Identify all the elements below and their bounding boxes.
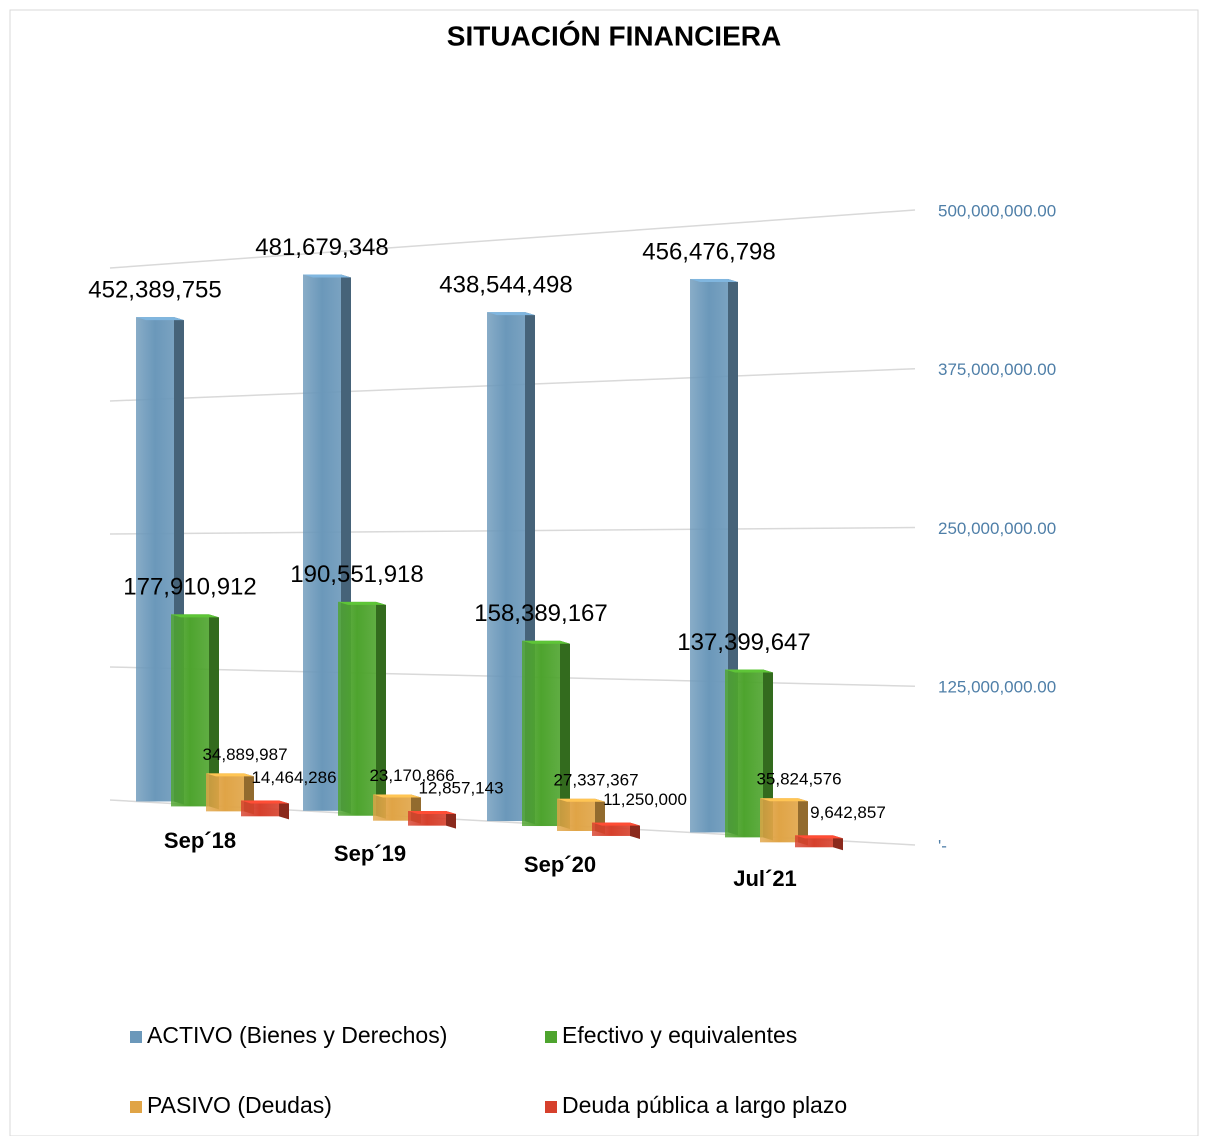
data-label: 11,250,000 <box>603 790 687 809</box>
data-label: 35,824,576 <box>756 770 841 789</box>
data-label: 27,337,367 <box>553 770 638 789</box>
data-label: 12,857,143 <box>418 778 503 797</box>
data-label: 452,389,755 <box>88 276 221 303</box>
bar-side <box>209 614 219 810</box>
bar-top <box>373 794 421 798</box>
x-tick-label: Sep´20 <box>524 852 596 877</box>
legend-swatch <box>130 1031 142 1043</box>
bar-front <box>690 278 728 833</box>
bar <box>725 669 773 841</box>
bar-top <box>338 601 386 605</box>
x-tick-label: Sep´19 <box>334 841 406 866</box>
bar-front <box>338 601 376 816</box>
bar-top <box>592 822 640 826</box>
data-label: 190,551,918 <box>290 561 423 588</box>
bar <box>206 773 254 815</box>
bar <box>760 798 808 846</box>
grid-line <box>109 209 916 269</box>
x-tick-label: Jul´21 <box>733 866 797 891</box>
legend-label: PASIVO (Deudas) <box>147 1092 332 1118</box>
bar-top <box>487 312 535 316</box>
bar-front <box>136 317 174 802</box>
bar-side <box>763 669 773 841</box>
bar-front <box>487 312 525 822</box>
bar-top <box>136 317 184 321</box>
y-tick-label: 375,000,000.00 <box>938 360 1056 379</box>
data-label: 137,399,647 <box>677 629 810 656</box>
chart-border <box>9 9 1199 1136</box>
bar-top <box>725 669 773 673</box>
legend-swatch <box>130 1101 142 1113</box>
bar-front <box>171 614 209 807</box>
bar-top <box>795 835 843 839</box>
chart-title: SITUACIÓN FINANCIERA <box>447 20 781 51</box>
bar-top <box>241 800 289 804</box>
bar-top <box>171 614 219 618</box>
bar-front <box>592 822 630 836</box>
labels: Sep´18 452,389,755 177,910,912 34,889,987 14… <box>88 234 886 1118</box>
legend-swatch <box>545 1101 557 1113</box>
bar <box>795 835 843 851</box>
bar-front <box>206 773 244 812</box>
bar <box>592 822 640 839</box>
bars <box>136 274 843 851</box>
data-label: 14,464,286 <box>251 768 336 787</box>
bar-side <box>833 835 843 851</box>
data-label: 34,889,987 <box>202 745 287 764</box>
bar-front <box>557 798 595 831</box>
bar-front <box>408 810 446 826</box>
y-tick-label: 500,000,000.00 <box>938 201 1056 220</box>
y-tick-label: 125,000,000.00 <box>938 678 1056 697</box>
legend-label: Efectivo y equivalentes <box>562 1022 797 1048</box>
bar-front <box>795 835 833 848</box>
bar-top <box>522 640 570 644</box>
bar <box>522 640 570 830</box>
bar-side <box>798 798 808 846</box>
bar-front <box>241 800 279 817</box>
bar <box>408 810 456 829</box>
data-label: 177,910,912 <box>123 574 256 601</box>
bar-top <box>557 798 605 802</box>
data-label: 456,476,798 <box>642 238 775 265</box>
bar-side <box>630 822 640 839</box>
bar <box>241 800 289 820</box>
bar-top <box>206 773 254 777</box>
data-label: 438,544,498 <box>439 271 572 298</box>
legend-label: Deuda pública a largo plazo <box>562 1092 847 1118</box>
x-tick-label: Sep´18 <box>164 828 236 853</box>
bar <box>171 614 219 810</box>
bar <box>338 601 386 819</box>
data-label: 9,642,857 <box>810 803 886 822</box>
bar-side <box>279 800 289 820</box>
legend-label: ACTIVO (Bienes y Derechos) <box>147 1022 447 1048</box>
legend-swatch <box>545 1031 557 1043</box>
bar-front <box>725 669 763 838</box>
bar-front <box>760 798 798 843</box>
y-tick-label: '- <box>938 836 947 855</box>
bar-top <box>408 810 456 814</box>
bar-top <box>690 278 738 282</box>
bar-side <box>446 810 456 829</box>
bar-front <box>522 640 560 827</box>
y-tick-label: 250,000,000.00 <box>938 519 1056 538</box>
bar-side <box>560 640 570 830</box>
bar-side <box>376 601 386 819</box>
bar-top <box>303 274 351 278</box>
data-label: 23,170,866 <box>369 766 454 785</box>
bar-top <box>760 798 808 802</box>
data-label: 158,389,167 <box>474 600 607 627</box>
bar-front <box>303 274 341 811</box>
data-label: 481,679,348 <box>255 234 388 261</box>
bar-front <box>373 794 411 821</box>
